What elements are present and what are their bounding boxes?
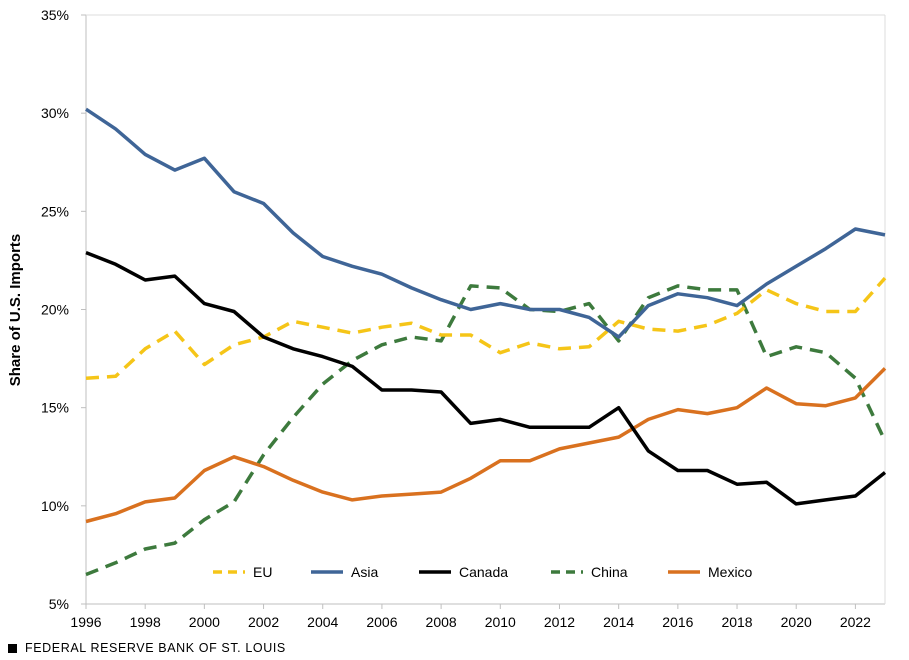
x-tick-label: 2016 [662, 614, 693, 630]
series-line-china [85, 284, 887, 577]
y-tick-label: 5% [49, 596, 69, 612]
series-lines [85, 107, 887, 577]
series-line-eu [85, 276, 887, 380]
x-tick-label: 1996 [70, 614, 101, 630]
y-tick-label: 25% [41, 203, 69, 219]
series-line-canada [85, 250, 887, 506]
x-tick-label: 2010 [485, 614, 516, 630]
y-tick-label: 10% [41, 498, 69, 514]
x-tick-label: 2000 [189, 614, 220, 630]
legend-label-mexico: Mexico [708, 564, 753, 580]
y-tick-label: 20% [41, 302, 69, 318]
x-tick-label: 1998 [130, 614, 161, 630]
legend-label-china: China [591, 564, 628, 580]
square-icon [8, 643, 17, 653]
legend-label-asia: Asia [351, 564, 378, 580]
series-line-asia [85, 107, 886, 339]
legend-label-canada: Canada [459, 564, 508, 580]
source-credit: FEDERAL RESERVE BANK OF ST. LOUIS [8, 641, 286, 655]
y-axis-title: Share of U.S. Imports [7, 234, 24, 387]
x-tick-label: 2018 [721, 614, 752, 630]
series-line-mexico [85, 367, 887, 524]
x-tick-label: 2008 [426, 614, 457, 630]
y-tick-label: 30% [41, 105, 69, 121]
x-axis: 1996 1998 2000 2002 2004 2006 2008 2010 2012 2014… [70, 604, 871, 630]
x-tick-label: 2004 [307, 614, 338, 630]
x-tick-label: 2002 [248, 614, 279, 630]
y-axis: 5% 10% 15% 20% 25% 30% 35% [41, 7, 86, 612]
y-tick-label: 35% [41, 7, 69, 23]
x-tick-label: 2012 [544, 614, 575, 630]
y-tick-label: 15% [41, 400, 69, 416]
x-tick-label: 2022 [840, 614, 871, 630]
x-tick-label: 2006 [366, 614, 397, 630]
x-tick-label: 2020 [781, 614, 812, 630]
source-text: FEDERAL RESERVE BANK OF ST. LOUIS [25, 641, 286, 655]
legend: EU Asia Canada China Mexico [213, 564, 753, 580]
x-tick-label: 2014 [603, 614, 634, 630]
legend-label-eu: EU [253, 564, 272, 580]
